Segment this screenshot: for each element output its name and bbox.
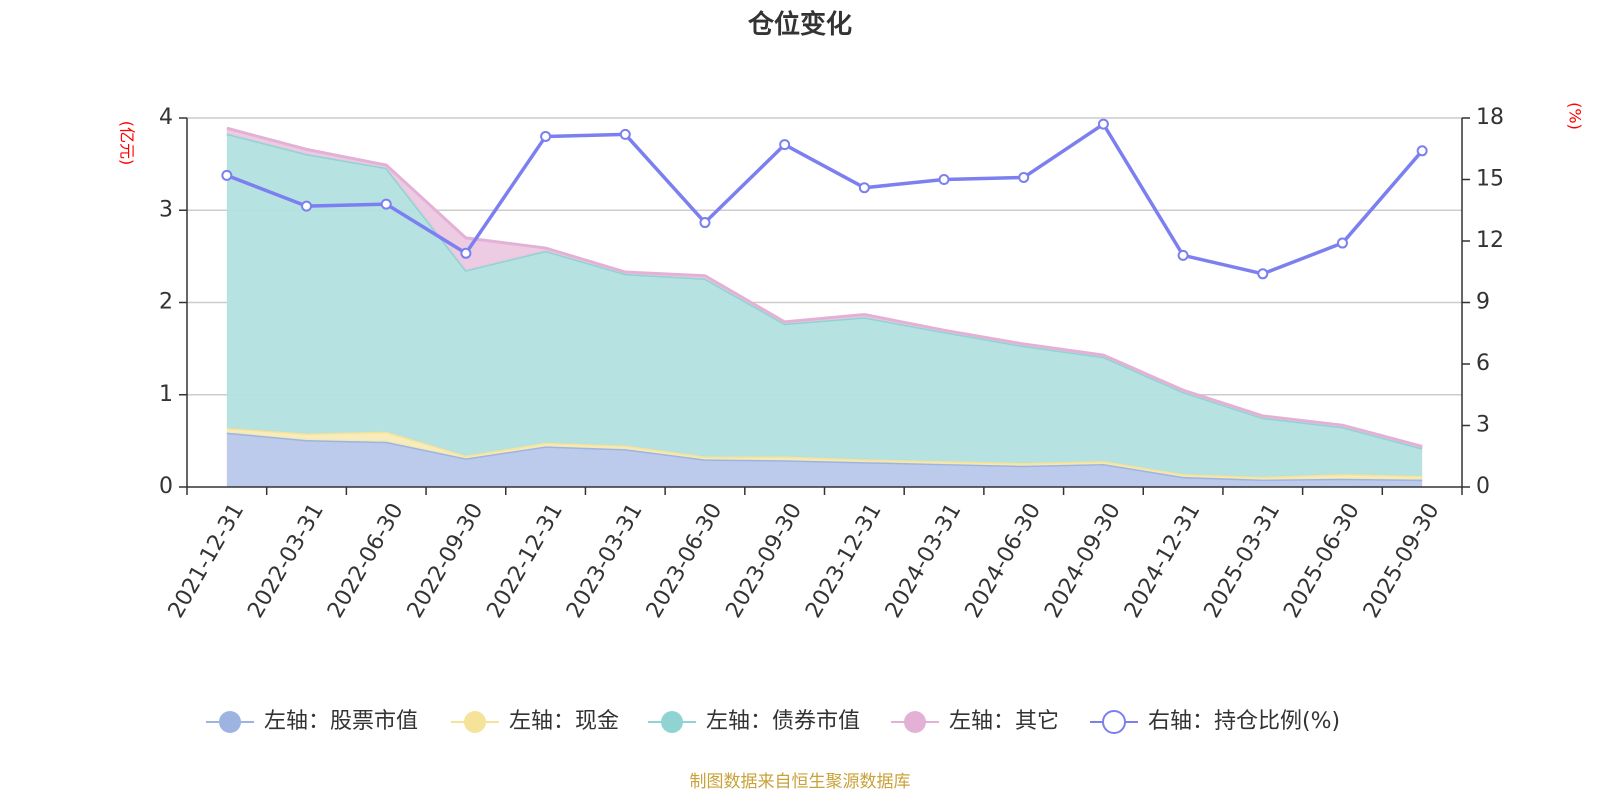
left-axis-unit: (亿元): [118, 121, 137, 166]
x-tick-label: 2023-03-31: [562, 499, 648, 622]
legend-label: 左轴：现金: [509, 709, 619, 734]
chart-title: 仓位变化: [747, 9, 852, 40]
legend-dot-marker: [464, 711, 486, 733]
right-tick-label: 0: [1476, 474, 1490, 499]
legend-item: 左轴：股票市值: [206, 709, 418, 734]
right-tick-label: 3: [1476, 413, 1490, 438]
left-axis-ticks: 0 1 2 3 4: [159, 105, 187, 499]
legend-item: 左轴：其它: [891, 709, 1059, 734]
x-tick-label: 2023-06-30: [642, 499, 728, 622]
area-edge-3: [226, 126, 1423, 448]
x-tick-label: 2023-09-30: [721, 499, 807, 622]
x-tick-label: 2024-12-31: [1120, 499, 1206, 622]
x-tick-label: 2022-06-30: [323, 499, 409, 622]
legend: 左轴：股票市值 左轴：现金 左轴：债券市值 左轴：其它 右轴：持仓比例(%): [206, 709, 1340, 734]
ratio-point: [1257, 268, 1269, 280]
ratio-point: [1336, 237, 1348, 249]
area-series-3: [226, 128, 1423, 449]
x-tick-label: 2024-06-30: [961, 499, 1047, 622]
right-axis-unit: (%): [1566, 102, 1585, 130]
ratio-line-path: [226, 122, 1424, 276]
ratio-point: [301, 200, 313, 212]
ratio-point: [380, 198, 392, 210]
source-note: 制图数据来自恒生聚源数据库: [690, 772, 911, 792]
ratio-point: [540, 130, 552, 142]
legend-label: 左轴：债券市值: [706, 709, 860, 734]
ratio-point: [1097, 118, 1109, 130]
stacked-areas: [226, 126, 1423, 487]
ratio-line: [221, 118, 1428, 280]
right-tick-label: 18: [1476, 105, 1504, 130]
ratio-point: [699, 217, 711, 229]
legend-item: 左轴：现金: [451, 709, 619, 734]
left-tick-label: 0: [159, 474, 173, 499]
x-tick-label: 2025-09-30: [1359, 499, 1445, 622]
right-tick-label: 12: [1476, 228, 1504, 253]
legend-label: 右轴：持仓比例(%): [1148, 709, 1340, 734]
ratio-point: [938, 174, 950, 185]
ratio-point: [619, 128, 631, 140]
left-tick-label: 2: [159, 290, 173, 315]
right-axis-ticks: 0 3 6 9 12 15 18: [1462, 105, 1504, 499]
x-tick-label: 2022-12-31: [482, 499, 568, 622]
x-axis-ticks: 2021-12-312022-03-312022-06-302022-09-30…: [164, 487, 1463, 622]
legend-label: 左轴：股票市值: [264, 709, 418, 734]
x-tick-label: 2024-09-30: [1040, 499, 1126, 622]
legend-dot-marker: [904, 711, 926, 733]
right-tick-label: 15: [1476, 167, 1504, 192]
ratio-point: [221, 169, 233, 181]
x-tick-label: 2022-09-30: [403, 499, 489, 622]
ratio-point: [779, 139, 791, 151]
right-tick-label: 6: [1476, 351, 1490, 376]
area-series-2: [226, 133, 1423, 477]
legend-circle-marker: [1102, 710, 1126, 734]
left-tick-label: 3: [159, 197, 173, 222]
area-series-1: [226, 427, 1423, 480]
legend-item: 左轴：债券市值: [648, 709, 860, 734]
x-tick-label: 2023-12-31: [801, 499, 887, 622]
legend-dot-marker: [661, 711, 683, 733]
x-tick-label: 2025-06-30: [1279, 499, 1365, 622]
left-tick-label: 1: [159, 382, 173, 407]
x-tick-label: 2021-12-31: [164, 499, 250, 622]
ratio-point: [858, 182, 870, 194]
right-tick-label: 9: [1476, 290, 1490, 315]
legend-dot-marker: [219, 711, 241, 733]
area-series-0: [226, 432, 1423, 487]
x-tick-label: 2025-03-31: [1200, 499, 1286, 622]
legend-label: 左轴：其它: [949, 709, 1059, 734]
ratio-point: [1177, 249, 1189, 261]
ratio-point: [1018, 171, 1030, 183]
legend-item: 右轴：持仓比例(%): [1090, 709, 1340, 734]
left-tick-label: 4: [159, 105, 173, 130]
ratio-point: [1416, 145, 1428, 157]
x-tick-label: 2022-03-31: [243, 499, 329, 622]
x-tick-label: 2024-03-31: [881, 499, 967, 622]
ratio-point: [460, 247, 472, 259]
